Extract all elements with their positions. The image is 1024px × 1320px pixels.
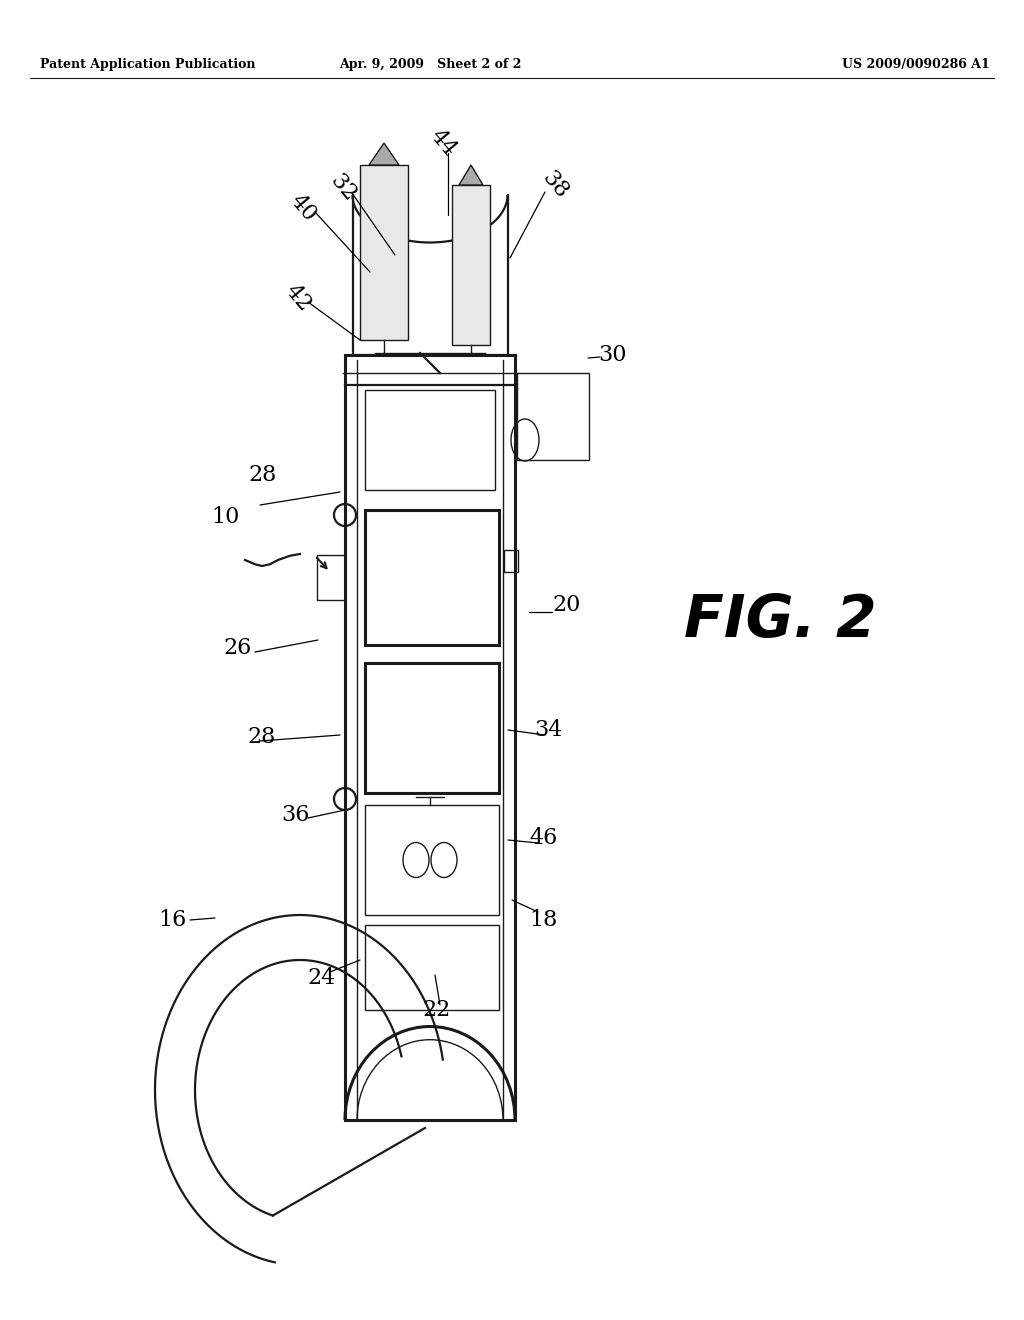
Text: 46: 46 [528,828,557,849]
Text: 40: 40 [286,190,321,226]
Text: 20: 20 [553,594,582,616]
Bar [504,550,518,572]
Text: 44: 44 [426,125,461,161]
Text: 42: 42 [281,280,315,315]
Bar [365,663,499,793]
Bar [517,374,589,459]
Text: 26: 26 [224,638,252,659]
Bar [360,165,408,341]
Bar [365,805,499,915]
Text: 24: 24 [308,968,336,989]
Text: 28: 28 [248,726,276,748]
Bar [365,925,499,1010]
Text: 30: 30 [598,345,627,366]
Text: 34: 34 [534,719,562,741]
Text: 22: 22 [423,999,452,1020]
Text: 38: 38 [538,168,572,203]
Bar [317,554,345,601]
Text: Apr. 9, 2009   Sheet 2 of 2: Apr. 9, 2009 Sheet 2 of 2 [339,58,521,71]
Text: US 2009/0090286 A1: US 2009/0090286 A1 [843,58,990,71]
Text: Patent Application Publication: Patent Application Publication [40,58,256,71]
Bar [365,389,495,490]
Text: 36: 36 [281,804,309,826]
Polygon shape [369,143,399,165]
Text: 16: 16 [158,909,186,931]
Polygon shape [459,165,483,185]
Text: 28: 28 [249,465,278,486]
Text: 32: 32 [326,170,360,206]
Text: 18: 18 [528,909,557,931]
Text: FIG. 2: FIG. 2 [684,591,877,648]
Bar [452,185,490,345]
Text: 10: 10 [211,506,240,528]
Bar [365,510,499,645]
